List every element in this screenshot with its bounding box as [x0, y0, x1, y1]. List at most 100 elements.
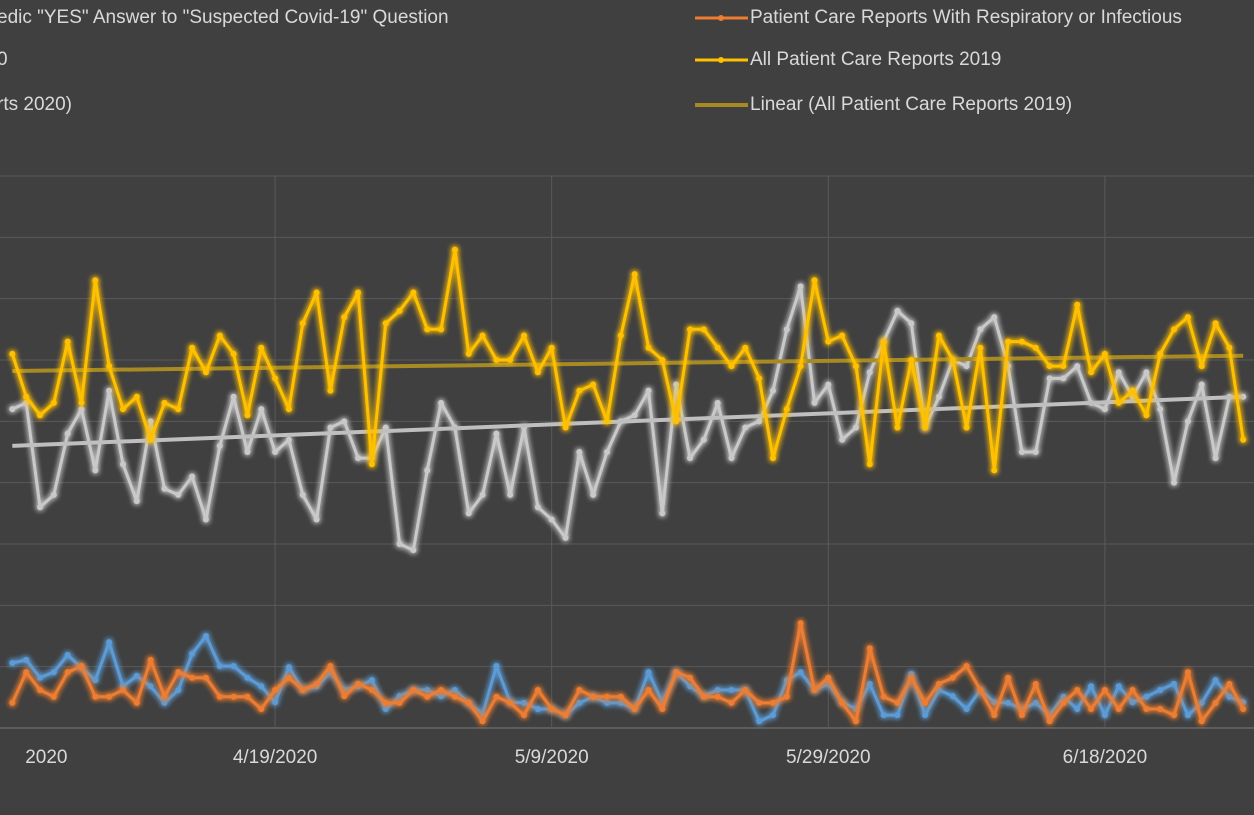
point	[866, 645, 873, 652]
point	[783, 406, 790, 413]
legend-marker-dot	[718, 57, 724, 63]
point	[894, 307, 901, 314]
point	[92, 467, 99, 474]
point	[728, 455, 735, 462]
point	[1129, 686, 1136, 693]
point	[1184, 669, 1191, 676]
point	[977, 344, 984, 351]
point	[396, 693, 403, 700]
point	[1171, 680, 1178, 687]
legend-marker-dot	[718, 15, 724, 21]
point	[534, 504, 541, 511]
point	[133, 498, 140, 505]
point	[1060, 693, 1067, 700]
point	[783, 693, 790, 700]
point	[147, 418, 154, 425]
line-path	[11, 634, 1244, 723]
point	[714, 693, 721, 700]
point	[1115, 369, 1122, 376]
point	[922, 424, 929, 431]
point	[963, 363, 970, 370]
point	[106, 639, 113, 646]
point	[36, 674, 43, 681]
point	[244, 693, 251, 700]
point	[189, 473, 196, 480]
point	[604, 418, 611, 425]
point	[617, 332, 624, 339]
point	[285, 664, 292, 671]
point	[880, 338, 887, 345]
point	[507, 699, 514, 706]
point	[396, 541, 403, 547]
point	[1157, 406, 1164, 413]
trend-line	[12, 353, 1244, 373]
point	[1157, 350, 1164, 357]
point	[1198, 381, 1205, 388]
point	[797, 283, 804, 290]
point	[1198, 699, 1205, 706]
x-tick-label: 5/29/2020	[786, 747, 871, 768]
series	[9, 633, 1247, 725]
point	[728, 363, 735, 370]
point	[133, 699, 140, 706]
point	[465, 699, 472, 706]
point	[935, 393, 942, 400]
point	[244, 674, 251, 681]
point	[479, 491, 486, 498]
point	[244, 412, 251, 419]
point	[272, 699, 279, 706]
point	[92, 277, 99, 284]
point	[9, 699, 16, 706]
point	[963, 705, 970, 712]
point	[604, 693, 611, 700]
point	[1046, 375, 1053, 382]
point	[493, 693, 500, 700]
point	[272, 686, 279, 693]
point	[64, 669, 71, 676]
legend-label: edic "YES" Answer to "Suspected Covid-19…	[0, 7, 449, 28]
point	[1184, 418, 1191, 425]
point	[9, 406, 16, 413]
point	[424, 467, 431, 474]
point	[258, 683, 265, 690]
point	[991, 712, 998, 719]
point	[1240, 436, 1247, 443]
point	[299, 320, 306, 327]
point	[659, 510, 666, 517]
point	[299, 491, 306, 498]
point	[894, 424, 901, 431]
point	[1143, 705, 1150, 712]
point	[1005, 699, 1012, 706]
point	[313, 289, 320, 296]
point	[1060, 699, 1067, 706]
point	[1088, 683, 1095, 690]
point	[949, 357, 956, 363]
point	[438, 326, 445, 333]
point	[811, 399, 818, 406]
point	[1018, 338, 1025, 345]
point	[1088, 369, 1095, 376]
point	[424, 326, 431, 333]
point	[1143, 369, 1150, 376]
point	[645, 387, 652, 394]
point	[78, 663, 85, 670]
point	[1184, 314, 1191, 321]
point	[604, 699, 611, 706]
point	[852, 424, 859, 431]
point	[576, 699, 583, 706]
point	[1129, 699, 1136, 706]
point	[216, 332, 223, 339]
legend-label: 0	[0, 49, 8, 70]
point	[631, 271, 638, 278]
point	[1101, 350, 1108, 357]
point	[368, 677, 375, 684]
point	[327, 387, 334, 394]
point	[687, 326, 693, 333]
point	[839, 699, 846, 706]
point	[825, 338, 832, 345]
point	[562, 534, 569, 541]
series	[9, 620, 1247, 725]
point	[50, 491, 57, 498]
point	[714, 686, 721, 693]
point	[935, 686, 942, 693]
